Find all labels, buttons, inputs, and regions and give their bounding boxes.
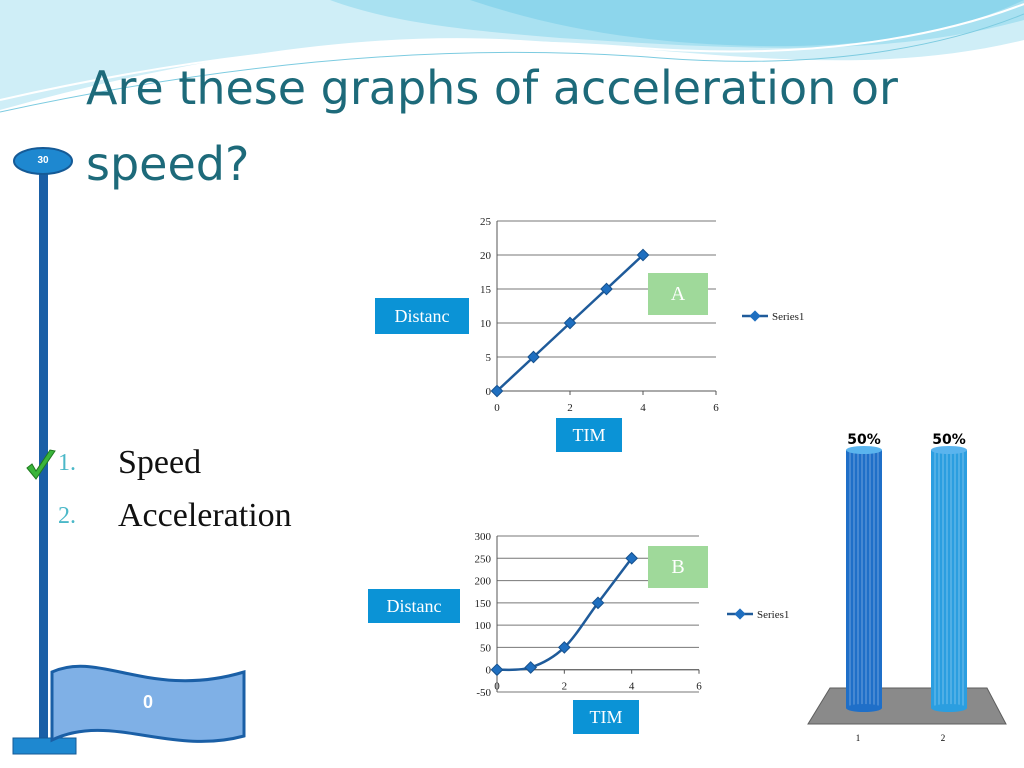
correct-check-icon: [26, 449, 56, 480]
data-point: [636, 248, 650, 262]
option-label: Acceleration: [118, 497, 292, 534]
y-tick-label: 5: [486, 352, 492, 364]
y-tick-label: 10: [480, 318, 492, 330]
countdown-timer: 30: [37, 155, 49, 166]
y-tick-label: 150: [475, 598, 492, 610]
bar-bottom: [931, 704, 967, 712]
y-tick-label: 300: [475, 531, 492, 543]
option-label: Speed: [118, 444, 202, 481]
bar-body: [846, 450, 882, 708]
legend-marker: [734, 608, 746, 620]
header-wave-decoration: [0, 0, 1024, 113]
answer-option-1[interactable]: 1. Speed: [58, 443, 201, 483]
data-point: [490, 663, 504, 677]
data-point: [591, 596, 605, 610]
data-point: [625, 551, 639, 565]
x-tick-label: 2: [562, 681, 568, 693]
data-point: [490, 384, 504, 398]
x-tick-label: 0: [494, 402, 500, 414]
bar-category-label: 1: [856, 733, 861, 743]
graph-a-tag: A: [648, 273, 708, 315]
data-point: [600, 282, 613, 296]
y-tick-label: 200: [475, 576, 492, 588]
x-tick-label: 0: [494, 681, 500, 693]
x-tick-label: 4: [640, 402, 646, 414]
data-point: [557, 641, 571, 654]
option-number: 1.: [58, 449, 76, 476]
option-number: 2.: [58, 502, 76, 529]
response-bar: [846, 446, 882, 712]
data-point: [524, 661, 538, 674]
data-point: [527, 350, 540, 364]
x-tick-label: 6: [713, 402, 719, 414]
countdown-pole: [12, 147, 246, 755]
bar-value-label: 50%: [847, 432, 881, 448]
graph-b-tag: B: [648, 546, 708, 588]
y-tick-label: -50: [476, 687, 491, 699]
bar-category-label: 2: [941, 733, 946, 743]
bar-body: [931, 450, 967, 708]
answer-option-2[interactable]: 2. Acceleration: [58, 496, 292, 536]
bar-value-label: 50%: [932, 432, 966, 448]
bar-top: [846, 446, 882, 454]
y-tick-label: 0: [486, 386, 492, 398]
bar-top: [931, 446, 967, 454]
chart-floor: [807, 687, 1007, 725]
y-tick-label: 100: [475, 620, 492, 632]
bar-bottom: [846, 704, 882, 712]
response-bar: [931, 446, 967, 712]
graph-a-time-label: TIM: [556, 418, 622, 452]
graph-a-distance-label: Distanc: [375, 298, 469, 334]
legend-marker: [749, 310, 761, 322]
slide-title: Are these graphs of acceleration or spee…: [86, 61, 898, 191]
data-point: [563, 316, 577, 330]
graph-b-distance-label: Distanc: [368, 589, 460, 623]
graph-b-time-label: TIM: [573, 700, 639, 734]
y-tick-label: 25: [480, 216, 492, 228]
y-tick-label: 50: [480, 642, 492, 654]
y-tick-label: 15: [480, 284, 492, 296]
legend-label: Series1: [772, 311, 804, 323]
y-tick-label: 20: [480, 250, 492, 262]
y-tick-label: 0: [486, 665, 492, 677]
score-flag: [50, 664, 246, 743]
legend-label: Series1: [757, 609, 789, 621]
y-tick-label: 250: [475, 553, 492, 565]
score-value: 0: [142, 692, 153, 712]
x-tick-label: 4: [629, 681, 635, 693]
x-tick-label: 2: [567, 402, 573, 414]
x-tick-label: 6: [696, 681, 702, 693]
